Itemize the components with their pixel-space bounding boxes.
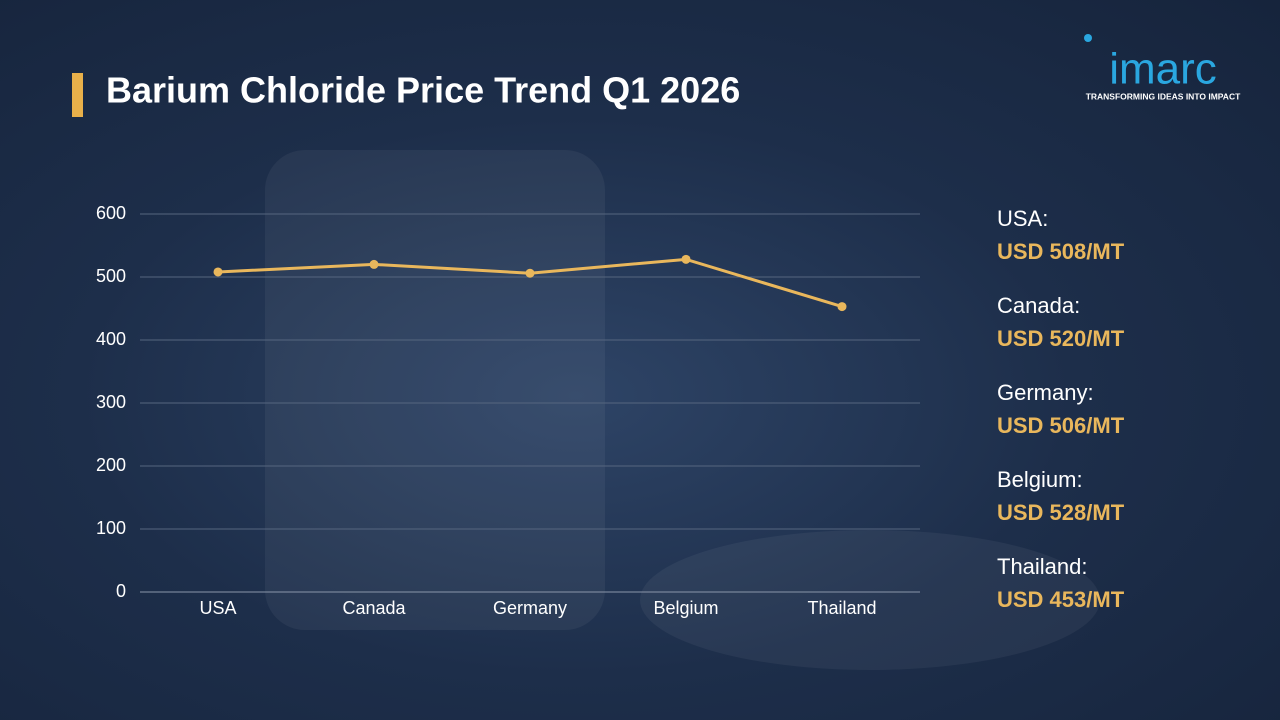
- y-tick-label: 500: [96, 266, 126, 286]
- point: [525, 268, 535, 278]
- logo-dot: [1084, 34, 1092, 42]
- y-tick-label: 300: [96, 392, 126, 412]
- y-tick-label: 400: [96, 329, 126, 349]
- point: [213, 267, 223, 277]
- y-tick-label: 100: [96, 518, 126, 538]
- x-tick-label: Thailand: [807, 598, 876, 618]
- summary-value: USD 528/MT: [997, 500, 1125, 525]
- y-tick-label: 600: [96, 203, 126, 223]
- logo-tagline: TRANSFORMING IDEAS INTO IMPACT: [1086, 91, 1241, 101]
- x-tick-label: Germany: [493, 598, 567, 618]
- summary-value: USD 520/MT: [997, 326, 1125, 351]
- summary-label: Belgium:: [997, 467, 1083, 492]
- summary-label: Thailand:: [997, 554, 1088, 579]
- logo-name: imarc: [1109, 45, 1217, 94]
- point: [681, 254, 691, 264]
- dish-backdrop: [640, 530, 1100, 670]
- chart-title: Barium Chloride Price Trend Q1 2026: [106, 70, 740, 111]
- summary-value: USD 506/MT: [997, 413, 1125, 438]
- point: [369, 259, 379, 269]
- title-accent: [72, 73, 83, 117]
- y-tick-label: 0: [116, 581, 126, 601]
- x-tick-label: USA: [199, 598, 236, 618]
- y-tick-label: 200: [96, 455, 126, 475]
- summary-label: USA:: [997, 206, 1048, 231]
- point: [837, 302, 847, 312]
- summary-label: Canada:: [997, 293, 1080, 318]
- summary-value: USD 508/MT: [997, 239, 1125, 264]
- x-tick-label: Canada: [342, 598, 406, 618]
- summary-value: USD 453/MT: [997, 587, 1125, 612]
- x-tick-label: Belgium: [653, 598, 718, 618]
- bottle-backdrop: [265, 150, 605, 630]
- summary-label: Germany:: [997, 380, 1094, 405]
